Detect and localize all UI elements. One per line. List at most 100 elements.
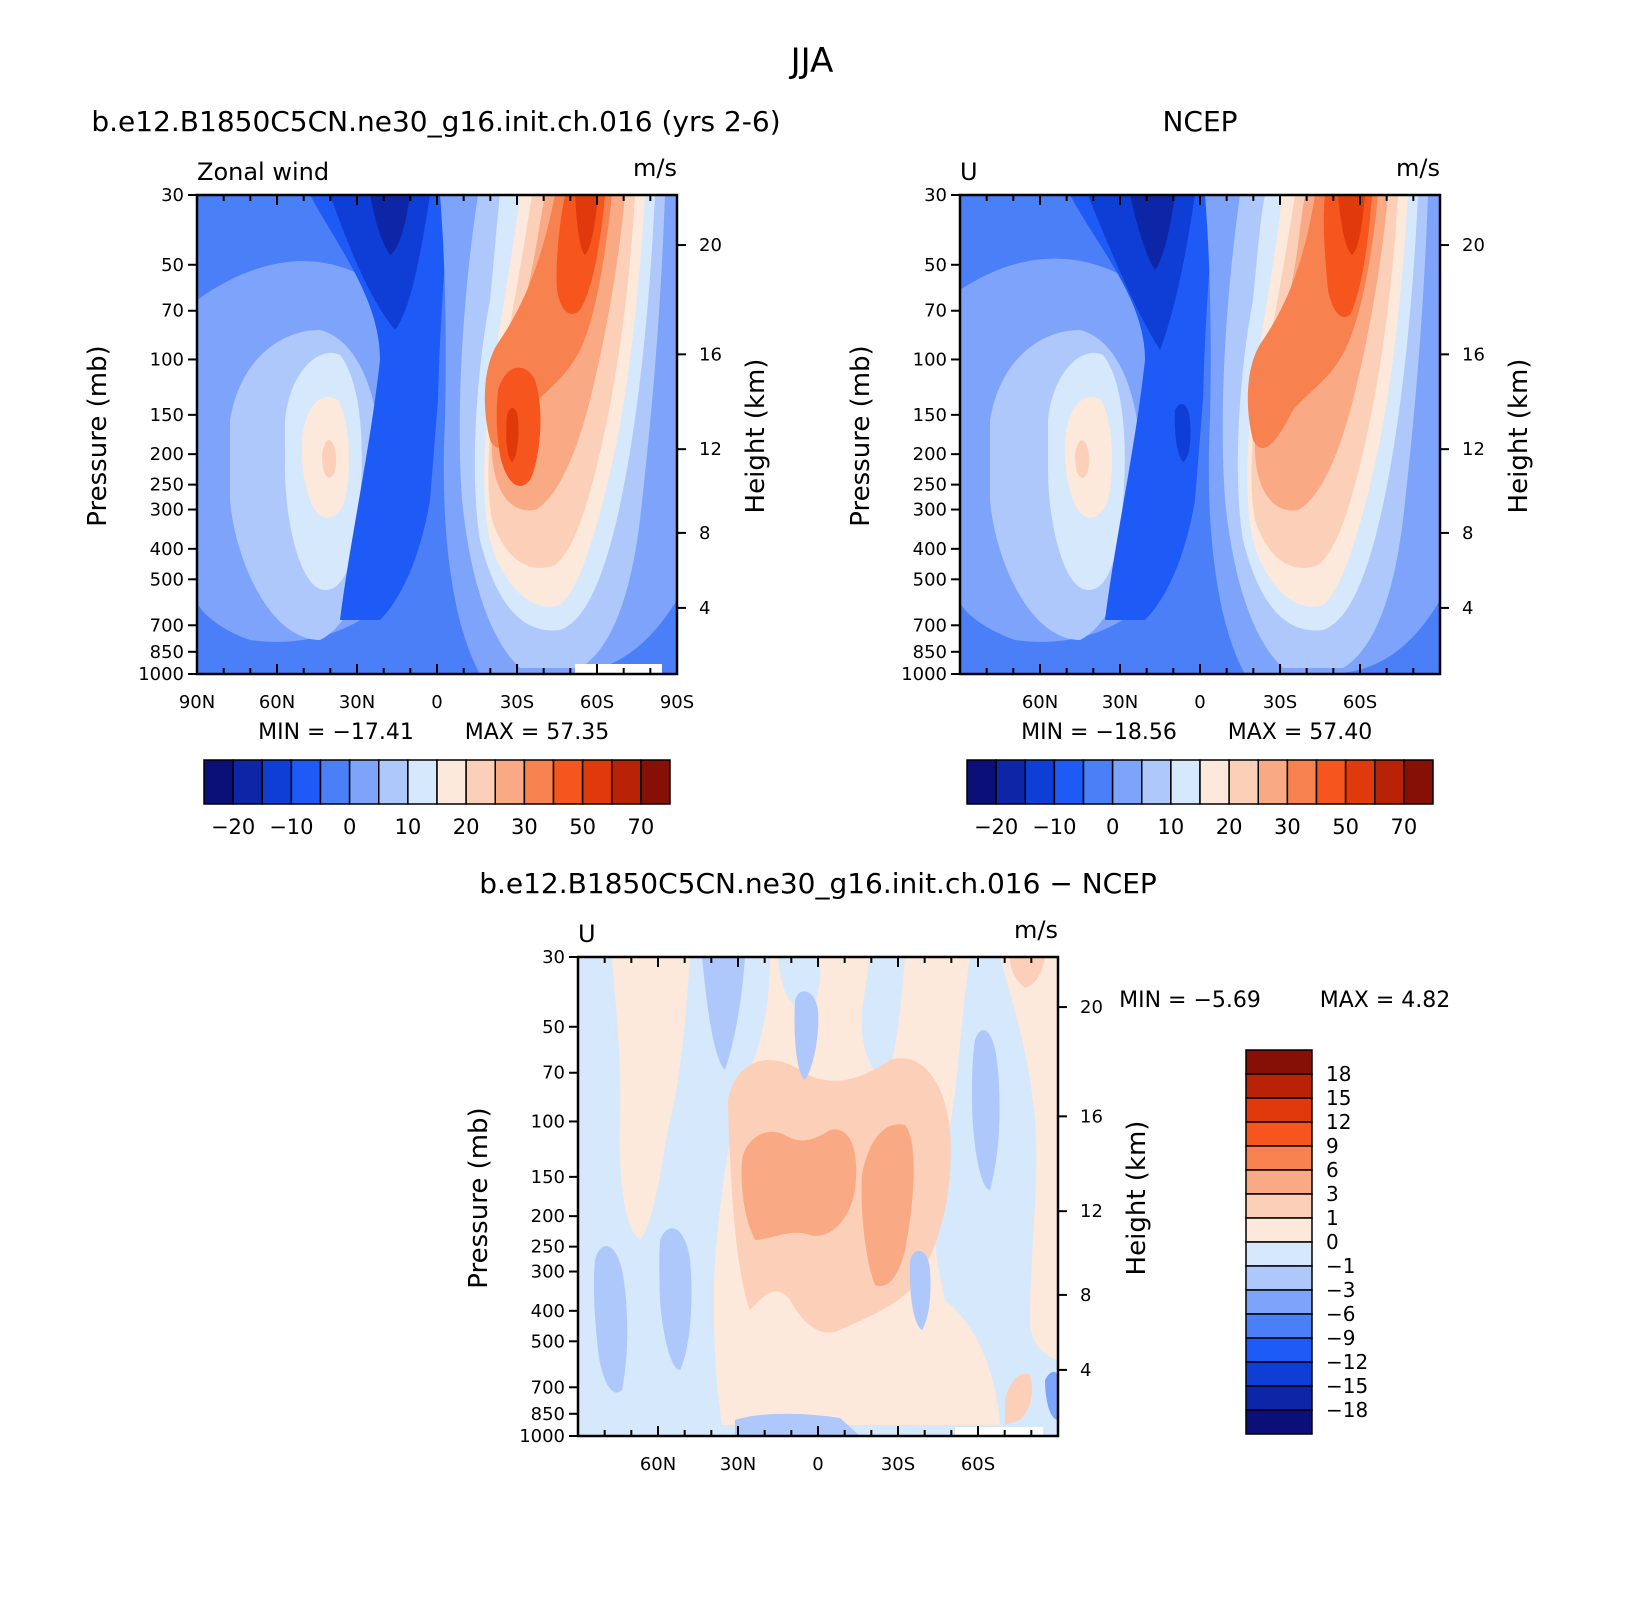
panel-diff-ytick-label: 100 xyxy=(531,1111,565,1132)
panel-ncep-height-tick-label: 4 xyxy=(1462,598,1473,619)
panel-ncep-colorbar-box xyxy=(1228,759,1259,805)
panel-ncep-height-tick-label: 12 xyxy=(1462,439,1485,460)
panel-diff-colorbar-label: 3 xyxy=(1326,1182,1339,1206)
panel-diff-ytick-label: 200 xyxy=(531,1206,565,1227)
panel-model: b.e12.B1850C5CN.ne30_g16.init.ch.016 (yr… xyxy=(83,105,781,839)
panel-model-ytick-label: 700 xyxy=(150,615,184,636)
panel-diff-colorbar-label: 6 xyxy=(1326,1158,1339,1182)
panel-diff-right-label: m/s xyxy=(1014,916,1058,944)
panel-diff-height-tick-label: 16 xyxy=(1080,1106,1103,1127)
panel-diff-ytick-label: 30 xyxy=(542,947,565,968)
panel-model-contour-fill xyxy=(322,440,337,478)
panel-diff-contour-fill xyxy=(909,1250,931,1330)
panel-ncep-colorbar-box xyxy=(966,759,997,805)
panel-model-xtick-label: 90S xyxy=(660,692,694,713)
panel-ncep-ytick-label: 700 xyxy=(913,615,947,636)
panel-model-ytick-label: 200 xyxy=(150,444,184,465)
panel-model-ytick-label: 50 xyxy=(161,255,184,276)
panel-model-colorbar-box xyxy=(640,759,671,805)
panel-model-colorbar-box xyxy=(494,759,526,805)
panel-diff-colorbar-box xyxy=(1245,1193,1313,1219)
panel-ncep-ytick-label: 400 xyxy=(913,539,947,560)
panel-diff-ytick-label: 150 xyxy=(531,1167,565,1188)
panel-model-contour-fill xyxy=(330,195,430,330)
panel-diff-colorbar-label: −18 xyxy=(1326,1398,1368,1422)
panel-model-ylabel-right: Height (km) xyxy=(741,359,771,514)
panel-ncep-title: NCEP xyxy=(1162,105,1237,138)
panel-diff-colorbar-label: 15 xyxy=(1326,1086,1351,1110)
panel-diff: b.e12.B1850C5CN.ne30_g16.init.ch.016 − N… xyxy=(464,867,1450,1475)
panel-ncep-ytick-label: 1000 xyxy=(901,664,947,685)
panel-diff-xtick-label: 60N xyxy=(640,1454,676,1475)
panel-diff-max: MAX = 4.82 xyxy=(1320,988,1451,1013)
panel-model-height-tick-label: 12 xyxy=(699,439,722,460)
panel-ncep-ytick-label: 30 xyxy=(924,185,947,206)
panel-model-colorbar-label: 0 xyxy=(343,815,356,839)
panel-diff-colorbar-label: 18 xyxy=(1326,1062,1351,1086)
panel-model-contour-fill xyxy=(575,195,598,255)
panel-ncep-colorbar-label: 10 xyxy=(1158,815,1185,839)
panel-model-colorbar-label: 10 xyxy=(395,815,422,839)
panel-model-colorbar-box xyxy=(378,759,409,805)
panel-diff-colorbar-box xyxy=(1245,1121,1313,1147)
panel-model-ytick-label: 70 xyxy=(161,301,184,322)
panel-ncep-ytick-label: 50 xyxy=(924,255,947,276)
panel-diff-contour-fill xyxy=(1010,957,1045,988)
panel-diff-colorbar-box xyxy=(1245,1073,1313,1099)
panel-model-xtick-label: 30N xyxy=(339,692,375,713)
panel-model-colorbar-label: 20 xyxy=(453,815,480,839)
panel-diff-ytick-label: 400 xyxy=(531,1301,565,1322)
panel-diff-contour-fill xyxy=(593,1246,628,1393)
panel-ncep-colorbar-box xyxy=(1199,759,1230,805)
panel-model-ytick-label: 400 xyxy=(150,539,184,560)
panel-model-ytick-label: 250 xyxy=(150,475,184,496)
panel-diff-colorbar-label: −12 xyxy=(1326,1350,1368,1374)
panel-diff-ytick-label: 70 xyxy=(542,1063,565,1084)
panel-diff-contour-fill xyxy=(1005,1373,1032,1425)
panel-model-ytick-label: 150 xyxy=(150,405,184,426)
panel-diff-contour-fill xyxy=(735,1413,860,1436)
panel-diff-title: b.e12.B1850C5CN.ne30_g16.init.ch.016 − N… xyxy=(479,867,1157,900)
panel-ncep-ylabel: Pressure (mb) xyxy=(846,345,876,526)
panel-model-colorbar-box xyxy=(436,759,467,805)
panel-diff-colorbar-label: 9 xyxy=(1326,1134,1339,1158)
panel-ncep-colorbar-label: 70 xyxy=(1391,815,1418,839)
panel-diff-ytick-label: 50 xyxy=(542,1017,565,1038)
panel-diff-colorbar-label: 0 xyxy=(1326,1230,1339,1254)
panel-diff-contour-fill xyxy=(794,991,819,1080)
panel-model-ytick-label: 850 xyxy=(150,642,184,663)
panel-ncep-colorbar-label: 0 xyxy=(1106,815,1119,839)
panel-ncep-max: MAX = 57.40 xyxy=(1228,720,1373,745)
panel-ncep-contour-fill xyxy=(1088,195,1195,350)
panel-ncep-colorbar-box xyxy=(1344,759,1376,805)
panel-diff-contour-fill xyxy=(702,957,745,1070)
panel-diff-missing-area xyxy=(955,1427,1043,1436)
panel-diff-colorbar-box xyxy=(1245,1145,1313,1171)
panel-ncep-colorbar-box xyxy=(1257,759,1289,805)
panel-ncep-left-label: U xyxy=(960,158,978,186)
panel-diff-ytick-label: 850 xyxy=(531,1404,565,1425)
panel-model-colorbar-box xyxy=(523,759,555,805)
panel-model-colorbar-box xyxy=(290,759,322,805)
panel-diff-colorbar-box xyxy=(1245,1385,1313,1411)
panel-diff-colorbar-box xyxy=(1245,1337,1313,1363)
panel-ncep-xtick-label: 0 xyxy=(1194,692,1205,713)
panel-ncep-ytick-label: 850 xyxy=(913,642,947,663)
panel-model-max: MAX = 57.35 xyxy=(465,720,610,745)
panel-ncep-height-tick-label: 16 xyxy=(1462,344,1485,365)
panel-ncep-colorbar-box xyxy=(1024,759,1056,805)
panel-diff-colorbar-box xyxy=(1245,1289,1313,1315)
panel-ncep-colorbar-box xyxy=(1053,759,1085,805)
panel-diff-contour-fill xyxy=(1000,957,1058,1360)
panel-diff-contour-fill xyxy=(659,1228,692,1370)
panel-diff-height-tick-label: 4 xyxy=(1080,1360,1091,1381)
panel-diff-ylabel-right: Height (km) xyxy=(1122,1121,1152,1276)
panel-model-colorbar-box xyxy=(465,759,496,805)
panel-model-contour-fill xyxy=(370,195,410,255)
panel-diff-colorbar-label: −3 xyxy=(1326,1278,1355,1302)
panel-diff-xtick-label: 30N xyxy=(720,1454,756,1475)
panel-diff-colorbar-box xyxy=(1245,1241,1313,1267)
panel-model-ytick-label: 100 xyxy=(150,349,184,370)
